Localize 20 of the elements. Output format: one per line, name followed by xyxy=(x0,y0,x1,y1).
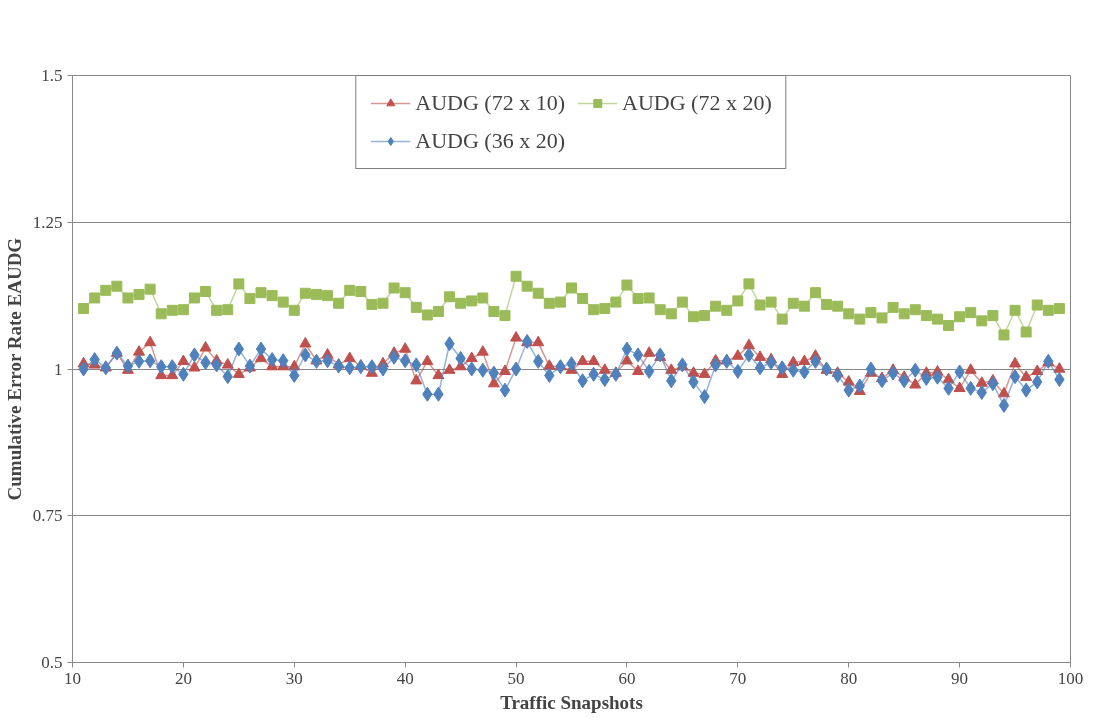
y-tick-label: 1.25 xyxy=(32,212,63,232)
x-tick-label: 10 xyxy=(64,668,81,688)
x-tick-label: 60 xyxy=(618,668,636,688)
x-tick-label: 90 xyxy=(951,668,969,688)
x-tick-label: 20 xyxy=(174,668,192,688)
x-tick-label: 50 xyxy=(507,668,525,688)
legend-label: AUDG (72 x 20) xyxy=(622,90,772,116)
legend-label: AUDG (72 x 10) xyxy=(415,90,565,116)
x-tick-label: 30 xyxy=(285,668,303,688)
y-axis-title: Cumulative Error Rate EAUDG xyxy=(3,237,25,501)
y-tick-label: 1 xyxy=(54,359,63,379)
x-axis-title: Traffic Snapshots xyxy=(500,691,643,713)
x-tick-label: 100 xyxy=(1057,668,1084,688)
legend-label: AUDG (36 x 20) xyxy=(415,128,565,154)
x-tick-label: 70 xyxy=(729,668,747,688)
x-tick-label: 40 xyxy=(396,668,414,688)
y-tick-label: 0.75 xyxy=(32,506,63,526)
x-tick-label: 80 xyxy=(840,668,858,688)
y-tick-label: 1.5 xyxy=(41,66,63,85)
y-tick-label: 0.5 xyxy=(41,653,63,672)
